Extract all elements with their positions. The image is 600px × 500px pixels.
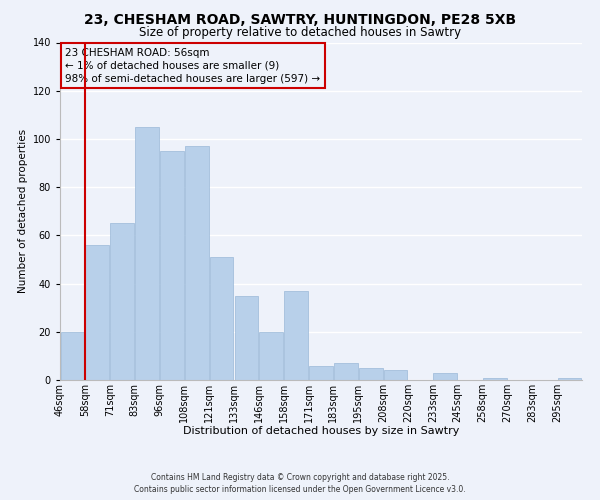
Bar <box>259 332 283 380</box>
Bar <box>135 127 159 380</box>
Text: 23, CHESHAM ROAD, SAWTRY, HUNTINGDON, PE28 5XB: 23, CHESHAM ROAD, SAWTRY, HUNTINGDON, PE… <box>84 12 516 26</box>
Bar <box>185 146 209 380</box>
Bar <box>384 370 407 380</box>
Bar <box>210 257 233 380</box>
Y-axis label: Number of detached properties: Number of detached properties <box>19 129 28 294</box>
Bar <box>284 291 308 380</box>
Bar <box>235 296 258 380</box>
Text: Size of property relative to detached houses in Sawtry: Size of property relative to detached ho… <box>139 26 461 39</box>
Bar <box>558 378 581 380</box>
Text: 23 CHESHAM ROAD: 56sqm
← 1% of detached houses are smaller (9)
98% of semi-detac: 23 CHESHAM ROAD: 56sqm ← 1% of detached … <box>65 48 320 84</box>
Bar <box>309 366 333 380</box>
Bar <box>334 363 358 380</box>
Bar <box>483 378 507 380</box>
Text: Contains HM Land Registry data © Crown copyright and database right 2025.
Contai: Contains HM Land Registry data © Crown c… <box>134 473 466 494</box>
Bar <box>85 245 109 380</box>
Bar <box>61 332 84 380</box>
X-axis label: Distribution of detached houses by size in Sawtry: Distribution of detached houses by size … <box>183 426 459 436</box>
Bar <box>110 224 134 380</box>
Bar <box>433 373 457 380</box>
Bar <box>359 368 383 380</box>
Bar <box>160 151 184 380</box>
